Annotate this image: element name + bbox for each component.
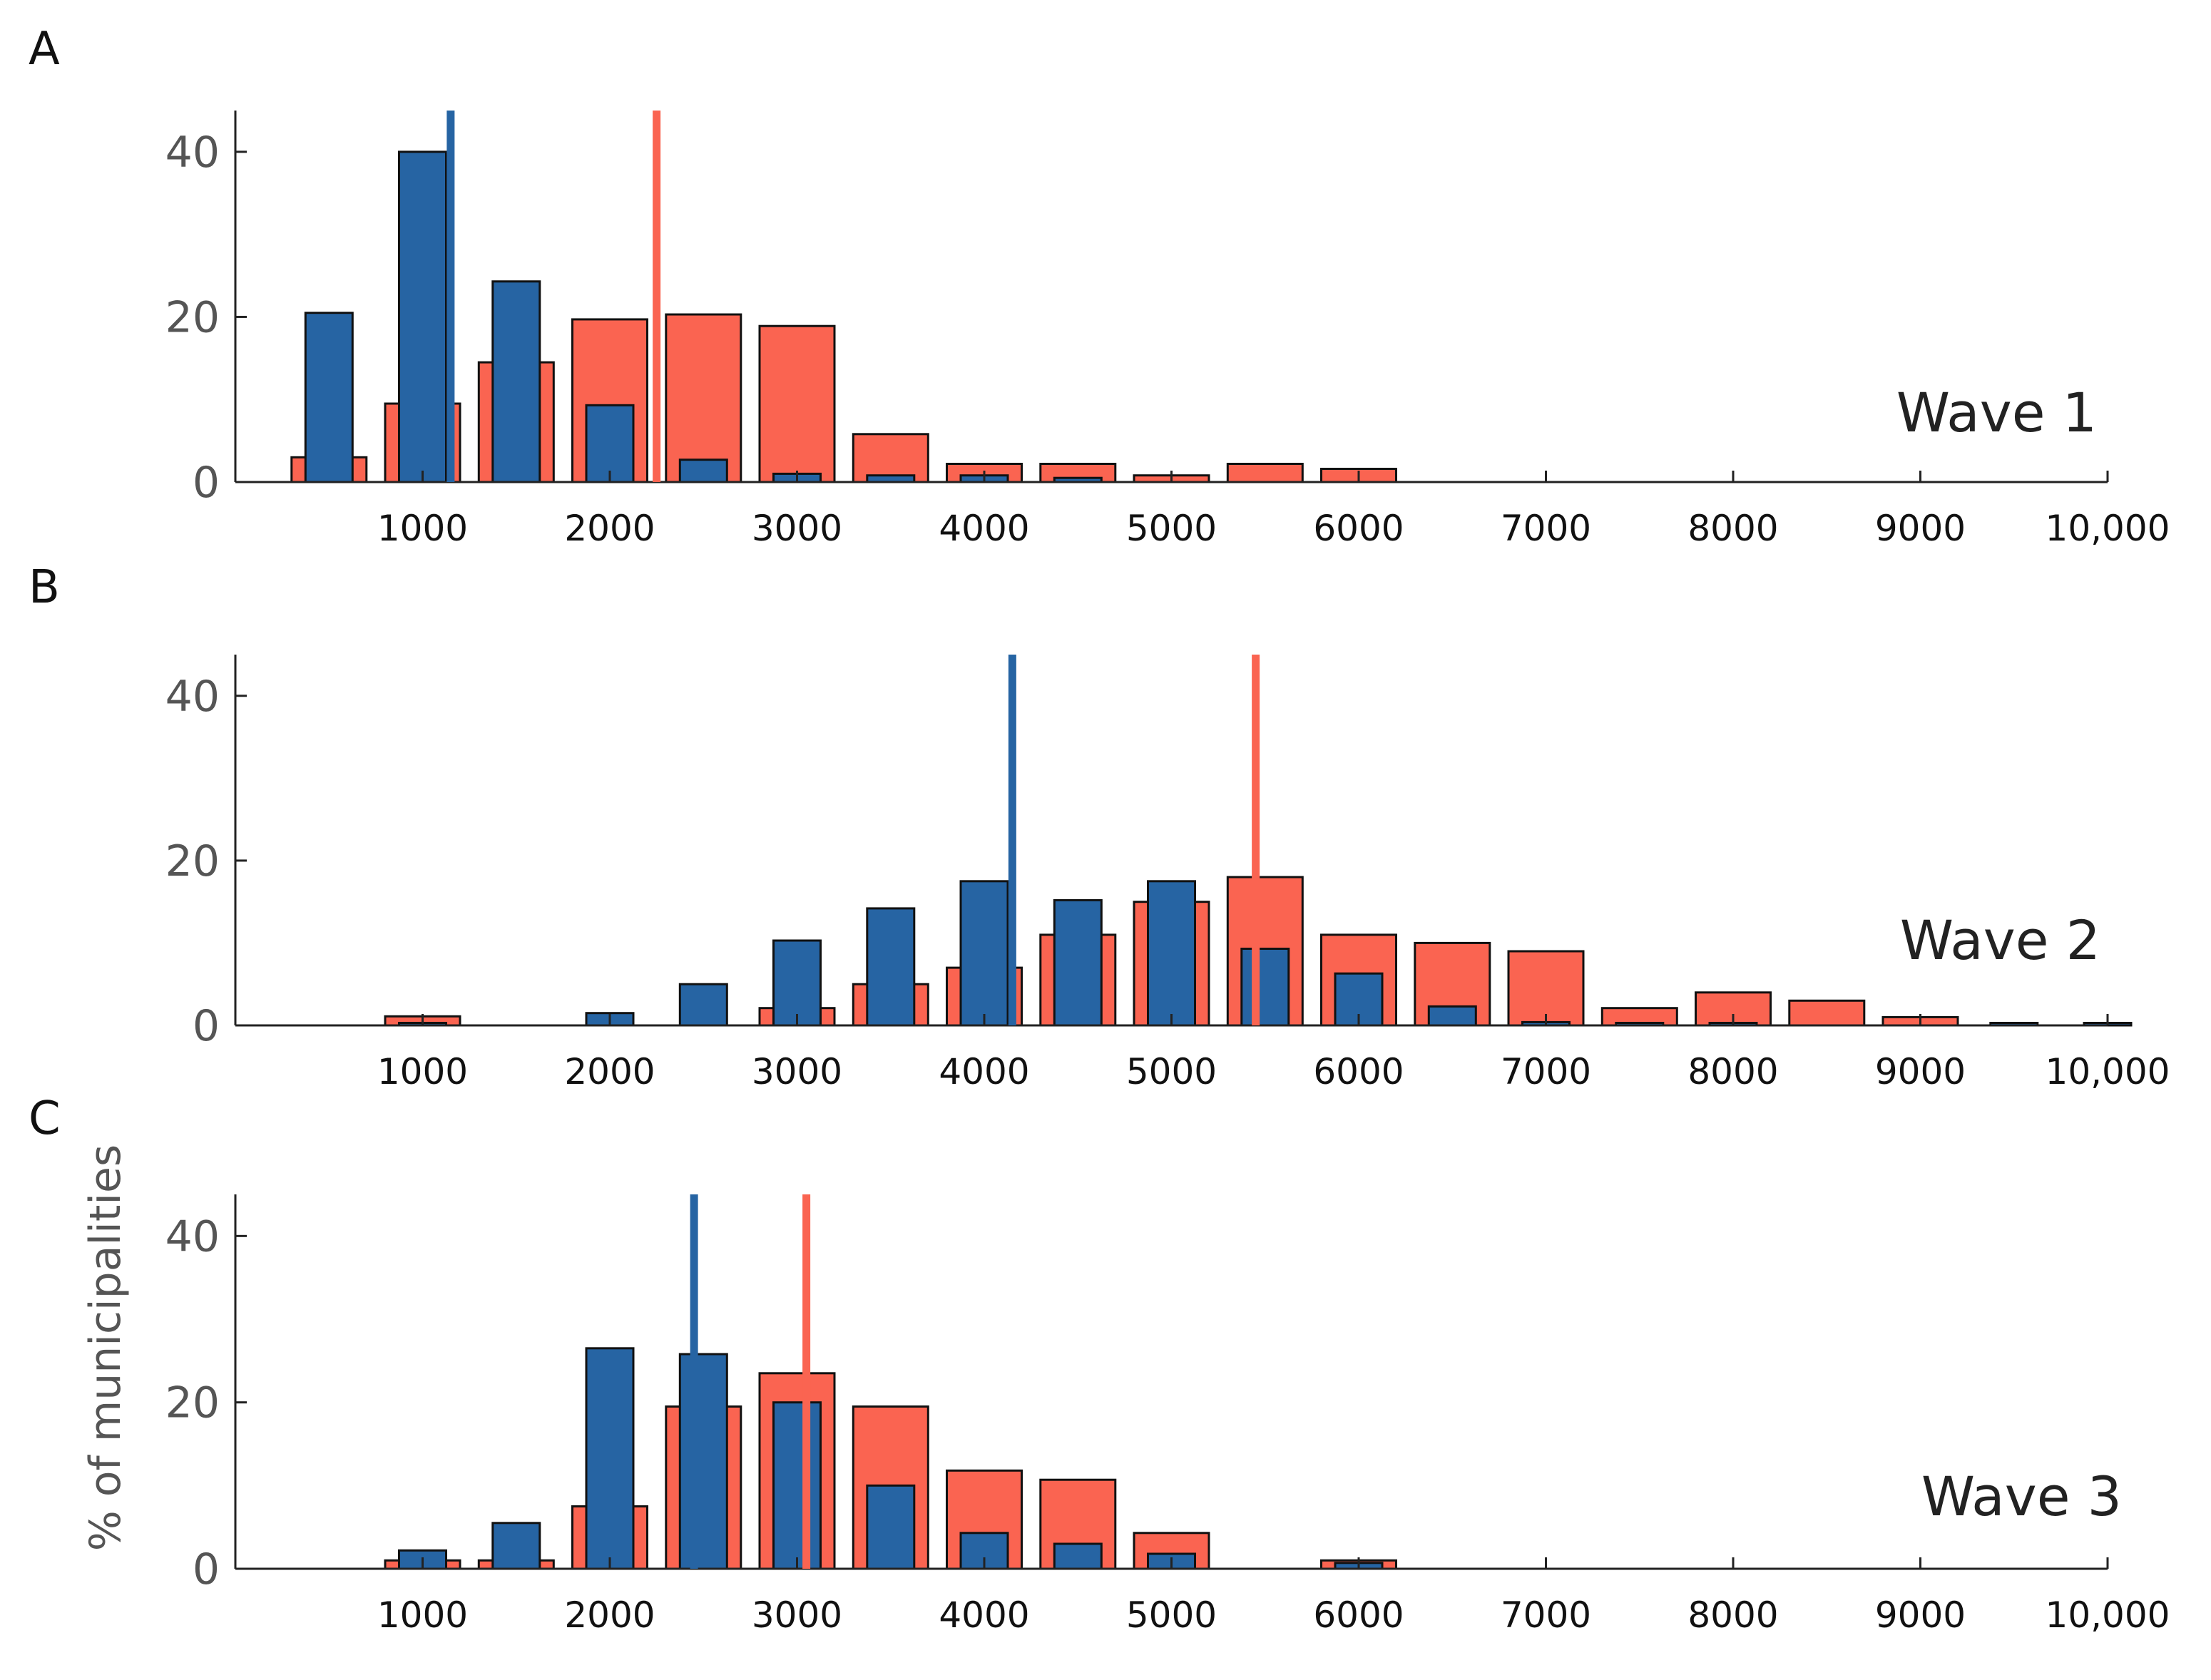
- blue-bar: [1147, 880, 1196, 1027]
- blue-bar: [1053, 898, 1103, 1027]
- blue-bar: [959, 880, 1009, 1027]
- y-tick-label: 0: [193, 1545, 220, 1594]
- x-tick-label: 5000: [1126, 1051, 1217, 1092]
- x-tick-label: 10,000: [2046, 1594, 2170, 1636]
- x-tick-label: 8000: [1687, 1594, 1778, 1636]
- y-tick-label: 40: [165, 128, 220, 178]
- y-tick-label: 0: [193, 1001, 220, 1051]
- x-tick-label: 1000: [377, 1594, 468, 1636]
- x-tick-label: 2000: [564, 1594, 655, 1636]
- x-tick-label: 7000: [1501, 1594, 1591, 1636]
- x-tick-label: 1000: [377, 508, 468, 549]
- red-bar: [1788, 999, 1866, 1027]
- blue-bar: [585, 1347, 635, 1570]
- x-tick-label: 8000: [1687, 1051, 1778, 1092]
- panel-label: C: [29, 1092, 61, 1145]
- x-tick-label: 3000: [752, 508, 842, 549]
- blue-bar: [678, 459, 728, 483]
- blue-bar: [1240, 948, 1290, 1027]
- x-tick-label: 9000: [1875, 508, 1966, 549]
- blue-bar: [772, 939, 822, 1027]
- red-bar: [758, 324, 836, 483]
- x-tick-label: 10,000: [2046, 1051, 2170, 1092]
- red-bar: [1226, 463, 1304, 483]
- blue-bar: [491, 280, 541, 483]
- blue-bar: [585, 404, 635, 483]
- x-tick-label: 2000: [564, 1051, 655, 1092]
- x-tick-label: 2000: [564, 508, 655, 549]
- wave-label: Wave 1: [1896, 381, 2097, 444]
- blue-bar: [772, 1401, 822, 1570]
- blue-bar: [304, 312, 354, 483]
- y-tick-label: 40: [165, 672, 220, 722]
- panel-c: C 1000 2000 3000 4000 5000 6000 7000 8000 9000 10,…: [29, 1092, 2170, 1636]
- x-tick-label: 8000: [1687, 508, 1778, 549]
- y-tick-label: 20: [165, 1378, 220, 1428]
- blue-bar: [491, 1522, 541, 1570]
- x-tick-label: 9000: [1875, 1051, 1966, 1092]
- x-tick-label: 6000: [1313, 1594, 1404, 1636]
- y-tick-label: 40: [165, 1212, 220, 1261]
- x-tick-label: 7000: [1501, 1051, 1591, 1092]
- blue-bar: [866, 1484, 916, 1570]
- x-tick-label: 3000: [752, 1594, 842, 1636]
- x-tick-label: 5000: [1126, 508, 1217, 549]
- x-tick-label: 4000: [939, 1051, 1029, 1092]
- blue-bar: [678, 1353, 728, 1570]
- panel-label: B: [29, 561, 60, 614]
- x-tick-label: 1000: [377, 1051, 468, 1092]
- x-tick-label: 6000: [1313, 508, 1404, 549]
- x-tick-label: 10,000: [2046, 508, 2170, 549]
- wave-label: Wave 2: [1900, 908, 2100, 972]
- y-tick-label: 20: [165, 836, 220, 886]
- blue-bar: [678, 983, 728, 1027]
- x-tick-label: 5000: [1126, 1594, 1217, 1636]
- x-tick-label: 4000: [939, 1594, 1029, 1636]
- y-tick-label: 20: [165, 292, 220, 342]
- panel-b: B 1000 2000 3000 4000 5000 6000 7000 8000 9000 10,…: [29, 561, 2170, 1092]
- y-axis-label: % of municipalities: [81, 1144, 131, 1551]
- x-tick-label: 9000: [1875, 1594, 1966, 1636]
- blue-bar: [866, 907, 916, 1027]
- panel-label: A: [29, 23, 60, 76]
- blue-bar: [1427, 1005, 1477, 1027]
- x-tick-label: 3000: [752, 1051, 842, 1092]
- x-tick-label: 6000: [1313, 1051, 1404, 1092]
- red-bar: [665, 313, 742, 483]
- wave-label: Wave 3: [1921, 1465, 2122, 1528]
- blue-bar: [398, 150, 447, 483]
- y-tick-label: 0: [193, 458, 220, 508]
- panel-a: A 1000 2000 3000 4000 5000 6000 7000 8000 9000 10,…: [29, 23, 2170, 549]
- x-tick-label: 7000: [1501, 508, 1591, 549]
- x-tick-label: 4000: [939, 508, 1029, 549]
- blue-bar: [1053, 1542, 1103, 1570]
